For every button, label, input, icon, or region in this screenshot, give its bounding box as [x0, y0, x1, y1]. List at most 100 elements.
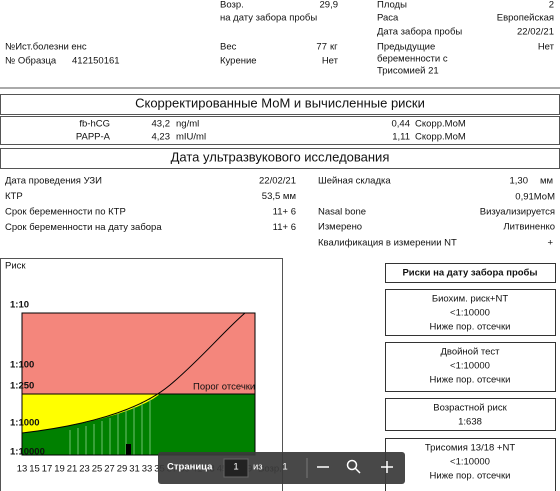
label: Измерено	[318, 222, 362, 233]
page-of: из	[253, 462, 263, 473]
chart-box	[0, 258, 283, 491]
x-label: 13	[17, 464, 28, 475]
intermediate-zone	[22, 394, 160, 433]
risk-box	[385, 398, 556, 431]
value: Нет	[322, 56, 339, 67]
unit: mIU/ml	[176, 132, 206, 143]
x-label: 25	[92, 464, 103, 475]
page-count: 1	[282, 462, 287, 473]
unit: ng/ml	[176, 119, 199, 130]
risk-note: Ниже пор. отсечки	[430, 322, 511, 333]
label: на дату забора пробы	[220, 13, 317, 24]
plot-frame	[21, 312, 256, 456]
section-title: Дата ультразвукового исследования	[171, 149, 390, 164]
value: 11+ 6	[273, 222, 296, 233]
label: № Образца	[5, 56, 57, 67]
value: +	[547, 238, 553, 249]
label: Квалификация в измерении NT	[318, 238, 457, 249]
unit: мм	[540, 176, 553, 187]
value: 43,2	[152, 119, 171, 130]
risk-name: Двойной тест	[440, 347, 500, 358]
label: Раса	[377, 13, 399, 24]
risk-value: <1:10000	[450, 457, 490, 468]
section-title: Скорректированные МоМ и вычисленные риск…	[135, 95, 425, 110]
label: Шейная складка	[318, 176, 391, 187]
risk-value: <1:10000	[450, 361, 490, 372]
y-label: 1:10000	[10, 447, 45, 458]
risk-note: Ниже пор. отсечки	[430, 375, 511, 386]
value: 11+ 6	[273, 207, 296, 218]
label: Nasal bone	[318, 207, 366, 218]
label: Срок беременности на дату забора	[5, 222, 162, 233]
x-label: 21	[67, 464, 78, 475]
page-input[interactable]	[223, 458, 249, 478]
marker: fb-hCG	[79, 119, 110, 130]
x-label: 29	[117, 464, 128, 475]
value: 1,30	[510, 176, 529, 187]
unit: кг	[330, 42, 338, 53]
y-label: 1:250	[10, 381, 34, 392]
x-label: 23	[79, 464, 90, 475]
x-label: 19	[54, 464, 65, 475]
label: Вес	[220, 42, 237, 53]
risks-title: Риски на дату забора пробы	[402, 268, 537, 279]
x-label: 27	[104, 464, 115, 475]
unit: Скорр.МоМ	[415, 119, 466, 130]
value: 22/02/21	[517, 27, 554, 38]
value: 77	[316, 42, 327, 53]
risk-curve	[21, 312, 246, 434]
risk-name: Трисомия 13/18 +NT	[425, 443, 515, 454]
label: Плоды	[377, 0, 407, 11]
unit: Скорр.МоМ	[415, 132, 466, 143]
label: Трисомией 21	[377, 66, 439, 77]
value: Визуализируется	[480, 207, 555, 218]
value: Литвиненко	[503, 222, 555, 233]
y-title: Риск	[5, 261, 26, 272]
label: Курение	[220, 56, 257, 67]
marker: PAPP-A	[76, 132, 111, 143]
value: 29,9	[320, 0, 339, 11]
value: 412150161	[72, 56, 120, 67]
label: Возр.	[220, 0, 244, 11]
bar-stripes	[69, 398, 151, 455]
page-number: 1	[233, 462, 238, 473]
x-label: 17	[42, 464, 53, 475]
x-label: 33	[142, 464, 153, 475]
value: 2	[549, 0, 554, 11]
zoom-fit[interactable]	[346, 459, 361, 474]
label: Дата забора пробы	[377, 27, 462, 38]
risk-box	[385, 342, 556, 392]
mom: 0,44	[392, 119, 411, 130]
y-label: 1:1000	[10, 418, 40, 429]
y-label: 1:100	[10, 360, 34, 371]
mom: 1,11	[392, 132, 410, 143]
risk-name: Биохим. риск+NT	[432, 294, 508, 305]
label: Срок беременности по КТР	[5, 207, 126, 218]
label: беременности с	[377, 54, 448, 65]
viewer-toolbar	[158, 452, 405, 484]
cutoff-label: Порог отсечки	[193, 382, 255, 393]
label: №Ист.болезни енс	[5, 42, 87, 53]
value: 22/02/21	[259, 176, 296, 187]
risk-name: Возрастной риск	[433, 403, 507, 414]
risk-note: Ниже пор. отсечки	[430, 471, 511, 482]
patient-marker	[126, 444, 131, 455]
risk-value: <1:10000	[450, 308, 490, 319]
x-label: 31	[129, 464, 140, 475]
label: Предыдущие	[377, 42, 435, 53]
value: 4,23	[152, 132, 171, 143]
risk-value: 1:638	[458, 417, 482, 428]
label: Дата проведения УЗИ	[5, 176, 102, 187]
risk-title-box	[385, 263, 556, 283]
value: 0,91МоМ	[515, 192, 555, 203]
value: Европейская	[497, 13, 554, 24]
high-risk-zone	[22, 313, 255, 394]
risk-box	[385, 289, 556, 336]
label: КТР	[5, 191, 23, 202]
page-label: Страница	[167, 462, 213, 473]
y-label: 1:10	[10, 300, 29, 311]
value: 53,5 мм	[262, 191, 296, 202]
x-label: 15	[29, 464, 40, 475]
zoom-in[interactable]	[381, 461, 393, 473]
